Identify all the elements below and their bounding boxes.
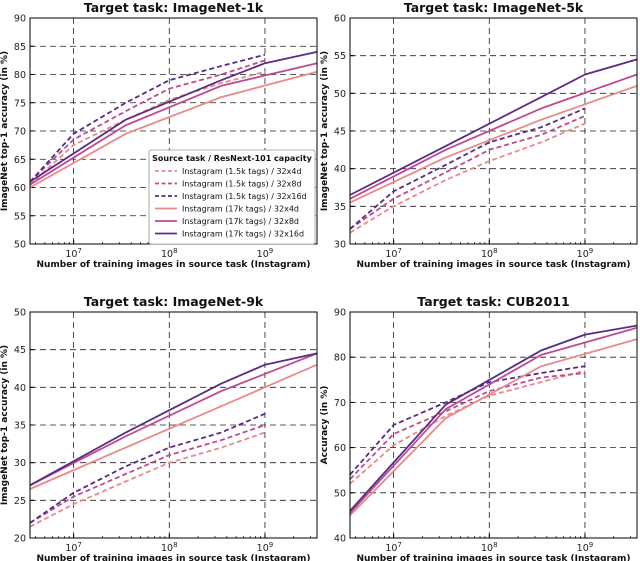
- y-tick-label: 85: [14, 42, 26, 53]
- x-tick-label: 108: [161, 247, 178, 260]
- y-tick-label: 40: [334, 164, 346, 175]
- x-tick-label: 109: [577, 247, 594, 260]
- y-axis-label: ImageNet top-1 accuracy (in %): [0, 51, 10, 211]
- series-line-5: [29, 352, 318, 487]
- y-axis-label: ImageNet top-1 accuracy (in %): [320, 51, 330, 211]
- legend: Source task / ResNext-101 capacity Instag…: [148, 149, 316, 245]
- y-axis-label: ImageNet top-1 accuracy (in %): [0, 345, 10, 505]
- series-line-5: [349, 73, 638, 200]
- legend-label-3: Instagram (1.5k tags) / 32x16d: [182, 192, 307, 201]
- y-axis-label: Accuracy (in %): [320, 386, 330, 465]
- x-tick-label: 107: [65, 247, 82, 260]
- y-tick-label: 35: [334, 202, 346, 213]
- series-line-3: [349, 107, 586, 230]
- series-line-3: [29, 53, 266, 183]
- legend-label-2: Instagram (1.5k tags) / 32x8d: [182, 180, 302, 189]
- y-tick-label: 20: [14, 534, 26, 545]
- chart-title: Target task: CUB2011: [417, 294, 569, 309]
- chart-title: Target task: ImageNet-9k: [84, 294, 264, 309]
- x-tick-label: 107: [385, 247, 402, 260]
- x-tick-label: 109: [577, 541, 594, 554]
- plot-frame: [349, 311, 638, 539]
- chart-panel-2: Target task: ImageNet-5k 30 35 40 45 50 55 60 10…: [320, 0, 638, 270]
- chart-title: Target task: ImageNet-5k: [404, 0, 584, 15]
- x-tick-label: 108: [161, 541, 178, 554]
- y-tick-label: 50: [14, 240, 26, 251]
- y-tick-label: 50: [14, 308, 26, 319]
- y-tick-label: 55: [334, 51, 346, 62]
- chart-panel-3: Target task: ImageNet-9k 20 25 30 35 40 45 50 10…: [0, 294, 318, 561]
- series-line-5: [349, 326, 638, 514]
- y-tick-label: 90: [14, 14, 26, 25]
- series-line-5: [29, 62, 318, 186]
- y-tick-label: 50: [334, 89, 346, 100]
- y-tick-label: 80: [14, 70, 26, 81]
- x-tick-label: 109: [257, 247, 274, 260]
- y-tick-label: 60: [334, 443, 346, 454]
- series-line-1: [349, 122, 586, 234]
- y-tick-label: 90: [334, 308, 346, 319]
- plot-frame: [349, 17, 638, 245]
- series-line-4: [29, 70, 318, 189]
- legend-label-6: Instagram (17k tags) / 32x16d: [182, 230, 304, 239]
- series-line-4: [349, 84, 638, 204]
- series-line-2: [349, 115, 586, 230]
- x-axis-label: Number of training images in source task…: [36, 554, 310, 561]
- legend-box: [148, 149, 316, 245]
- y-tick-label: 30: [334, 240, 346, 251]
- y-tick-label: 45: [14, 345, 26, 356]
- chart-panel-1: Target task: ImageNet-1k 50 55 60 65 70 75 80 85…: [0, 0, 318, 270]
- series-line-3: [29, 412, 266, 524]
- x-axis-label: Number of training images in source task…: [36, 260, 310, 270]
- series-line-6: [29, 51, 318, 183]
- series-line-2: [349, 372, 586, 480]
- x-tick-label: 107: [385, 541, 402, 554]
- y-tick-label: 40: [14, 383, 26, 394]
- series-line-4: [349, 338, 638, 517]
- series-line-6: [29, 352, 318, 487]
- y-tick-label: 30: [14, 458, 26, 469]
- y-tick-label: 40: [334, 534, 346, 545]
- x-tick-label: 108: [481, 247, 498, 260]
- y-tick-label: 75: [14, 98, 26, 109]
- chart-title: Target task: ImageNet-1k: [84, 0, 264, 15]
- legend-label-5: Instagram (17k tags) / 32x8d: [182, 217, 299, 226]
- x-tick-label: 109: [257, 541, 274, 554]
- y-tick-label: 80: [334, 353, 346, 364]
- plot-frame: [29, 311, 318, 539]
- legend-label-1: Instagram (1.5k tags) / 32x4d: [182, 167, 302, 176]
- y-tick-label: 25: [14, 496, 26, 507]
- y-tick-label: 35: [14, 421, 26, 432]
- y-tick-label: 55: [14, 211, 26, 222]
- series-line-4: [29, 363, 318, 490]
- x-tick-label: 108: [481, 541, 498, 554]
- series-line-2: [29, 424, 266, 524]
- series-line-1: [349, 369, 586, 485]
- x-tick-label: 107: [65, 541, 82, 554]
- series-line-3: [349, 365, 586, 476]
- y-tick-label: 45: [334, 127, 346, 138]
- x-axis-label: Number of training images in source task…: [356, 554, 630, 561]
- x-axis-label: Number of training images in source task…: [356, 260, 630, 270]
- series-line-1: [29, 431, 266, 528]
- series-line-6: [349, 324, 638, 512]
- y-tick-label: 50: [334, 488, 346, 499]
- y-tick-label: 60: [14, 183, 26, 194]
- y-tick-label: 65: [14, 155, 26, 166]
- series-line-2: [29, 59, 266, 183]
- chart-panel-4: Target task: CUB2011 40 50 60 70 80 90 107 108 10…: [320, 294, 638, 561]
- y-tick-label: 70: [334, 398, 346, 409]
- legend-label-4: Instagram (17k tags) / 32x4d: [182, 205, 299, 214]
- y-tick-label: 60: [334, 14, 346, 25]
- series-line-6: [349, 58, 638, 196]
- legend-title: Source task / ResNext-101 capacity: [152, 154, 312, 163]
- y-tick-label: 70: [14, 127, 26, 138]
